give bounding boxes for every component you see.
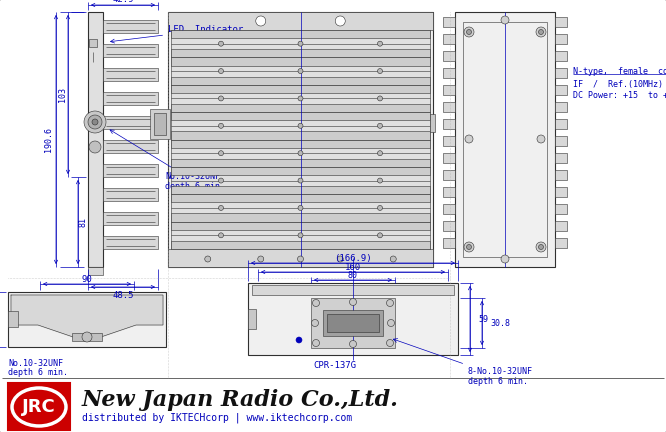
Text: distributed by IKTECHcorp | www.iktechcorp.com: distributed by IKTECHcorp | www.iktechco…: [82, 413, 352, 423]
Bar: [88, 12, 103, 267]
Text: 103: 103: [59, 87, 67, 102]
Bar: [103, 20, 158, 33]
Bar: [443, 204, 455, 214]
Bar: [443, 221, 455, 231]
Bar: [323, 310, 383, 336]
Bar: [171, 222, 430, 230]
Bar: [103, 212, 158, 225]
Bar: [555, 136, 567, 146]
Circle shape: [539, 29, 543, 35]
Polygon shape: [11, 295, 163, 339]
Circle shape: [465, 135, 473, 143]
Circle shape: [312, 320, 318, 327]
Bar: [555, 51, 567, 61]
Circle shape: [350, 340, 356, 347]
Text: 48.5: 48.5: [113, 290, 134, 299]
Circle shape: [298, 233, 303, 238]
Bar: [171, 57, 430, 66]
Bar: [168, 12, 433, 30]
Circle shape: [298, 123, 303, 128]
Bar: [443, 17, 455, 27]
Bar: [103, 140, 158, 153]
Text: 160: 160: [345, 263, 361, 271]
Bar: [171, 112, 430, 140]
Text: (166.9): (166.9): [334, 254, 372, 263]
Circle shape: [378, 69, 382, 73]
Text: 59: 59: [478, 314, 488, 324]
Bar: [248, 309, 256, 329]
Text: No.10-32UNF
depth 6 min.: No.10-32UNF depth 6 min.: [110, 130, 225, 191]
Bar: [443, 85, 455, 95]
Circle shape: [501, 255, 509, 263]
Text: CPR-137G: CPR-137G: [313, 360, 356, 369]
Bar: [171, 49, 430, 57]
Bar: [555, 17, 567, 27]
Bar: [103, 188, 158, 201]
Bar: [154, 113, 166, 135]
Ellipse shape: [12, 388, 66, 426]
Circle shape: [82, 332, 92, 342]
Bar: [171, 76, 430, 85]
Bar: [443, 170, 455, 180]
Bar: [171, 30, 430, 57]
Circle shape: [466, 245, 472, 250]
Circle shape: [537, 135, 545, 143]
Bar: [555, 170, 567, 180]
Circle shape: [388, 320, 394, 327]
Text: 30.8: 30.8: [490, 318, 510, 327]
Circle shape: [466, 29, 472, 35]
Circle shape: [298, 41, 303, 46]
Text: DC Power: +15  to +30 VDC: DC Power: +15 to +30 VDC: [573, 92, 666, 101]
Circle shape: [296, 337, 302, 343]
Bar: [443, 136, 455, 146]
Bar: [443, 153, 455, 163]
Bar: [248, 283, 458, 355]
Circle shape: [298, 206, 303, 210]
Bar: [103, 68, 158, 81]
Circle shape: [378, 206, 382, 210]
Bar: [168, 249, 433, 267]
Bar: [171, 104, 430, 112]
Bar: [171, 159, 430, 167]
Bar: [171, 131, 430, 140]
Bar: [103, 116, 158, 129]
Bar: [171, 186, 430, 194]
Bar: [171, 194, 430, 203]
Text: 90: 90: [82, 274, 93, 283]
Bar: [252, 285, 454, 295]
Bar: [555, 187, 567, 197]
Text: LED  Indicator: LED Indicator: [111, 25, 243, 43]
Circle shape: [378, 233, 382, 238]
Circle shape: [350, 299, 356, 305]
Text: IF  /  Ref.(10MHz): IF / Ref.(10MHz): [573, 80, 663, 89]
Bar: [88, 267, 103, 275]
Bar: [430, 114, 435, 132]
Circle shape: [464, 27, 474, 37]
Bar: [443, 51, 455, 61]
Bar: [8, 292, 166, 347]
Circle shape: [218, 206, 224, 210]
Circle shape: [258, 256, 264, 262]
Bar: [443, 68, 455, 78]
Bar: [555, 34, 567, 44]
Bar: [327, 314, 379, 332]
Circle shape: [218, 41, 224, 46]
Bar: [171, 167, 430, 175]
Circle shape: [89, 141, 101, 153]
Bar: [171, 213, 430, 222]
Circle shape: [378, 178, 382, 183]
Circle shape: [378, 96, 382, 101]
Text: 42.9: 42.9: [113, 0, 134, 4]
Bar: [171, 85, 430, 93]
Circle shape: [204, 256, 210, 262]
Bar: [171, 30, 430, 38]
Circle shape: [298, 69, 303, 73]
Circle shape: [390, 256, 396, 262]
Bar: [311, 298, 395, 348]
Circle shape: [378, 123, 382, 128]
Text: 190.6: 190.6: [45, 127, 53, 152]
Bar: [443, 34, 455, 44]
Bar: [555, 153, 567, 163]
Bar: [443, 102, 455, 112]
